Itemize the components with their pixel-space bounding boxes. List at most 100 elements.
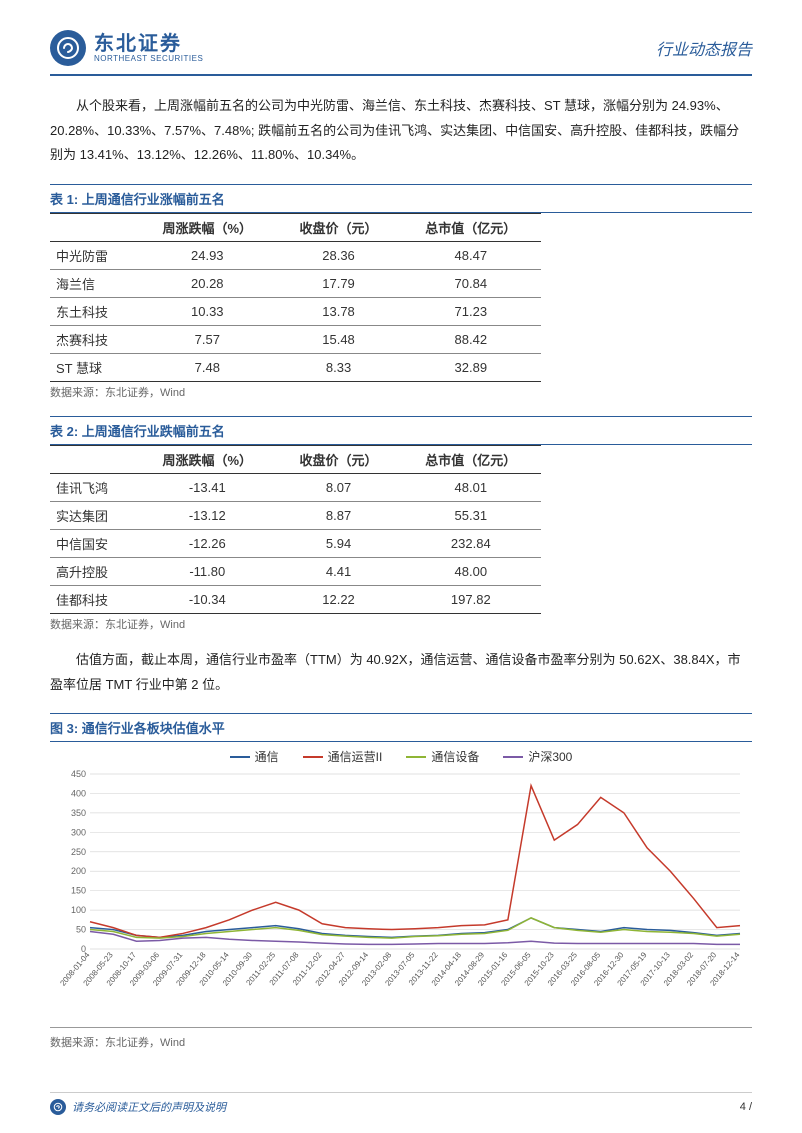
table-cell: 15.48 <box>277 326 400 354</box>
svg-text:100: 100 <box>71 906 86 916</box>
legend-swatch <box>303 756 323 758</box>
table-cell: ST 慧球 <box>50 354 138 382</box>
svg-text:150: 150 <box>71 886 86 896</box>
table-cell: -11.80 <box>138 558 277 586</box>
page-number: 4 / <box>740 1101 752 1113</box>
legend-item: 通信运营II <box>303 748 383 765</box>
svg-text:200: 200 <box>71 867 86 877</box>
table-header: 总市值（亿元） <box>400 214 541 242</box>
table-cell: 中光防雷 <box>50 242 138 270</box>
table2-title: 表 2: 上周通信行业跌幅前五名 <box>50 416 752 445</box>
table1-title: 表 1: 上周通信行业涨幅前五名 <box>50 184 752 213</box>
table-cell: -13.41 <box>138 474 277 502</box>
paragraph-1: 从个股来看，上周涨幅前五名的公司为中光防雷、海兰信、东土科技、杰赛科技、ST 慧… <box>50 94 752 168</box>
legend-item: 通信设备 <box>406 748 479 765</box>
table-row: 东土科技10.3313.7871.23 <box>50 298 541 326</box>
chart-source: 数据来源：东北证券，Wind <box>50 1034 752 1050</box>
table-header: 周涨跌幅（%） <box>138 446 277 474</box>
table-cell: 32.89 <box>400 354 541 382</box>
table-cell: 实达集团 <box>50 502 138 530</box>
table-cell: 8.07 <box>277 474 400 502</box>
table-row: 海兰信20.2817.7970.84 <box>50 270 541 298</box>
page-footer: 请务必阅读正文后的声明及说明 4 / <box>50 1092 752 1115</box>
chart-svg: 0501001502002503003504004502008-01-04200… <box>50 769 750 1019</box>
table1: 周涨跌幅（%）收盘价（元）总市值（亿元） 中光防雷24.9328.3648.47… <box>50 213 541 382</box>
table-cell: 232.84 <box>400 530 541 558</box>
table-cell: 5.94 <box>277 530 400 558</box>
chart-title: 图 3: 通信行业各板块估值水平 <box>50 713 752 742</box>
logo-cn: 东北证券 <box>94 33 203 55</box>
table-cell: 8.87 <box>277 502 400 530</box>
table-cell: -12.26 <box>138 530 277 558</box>
table2-source: 数据来源：东北证券，Wind <box>50 616 752 632</box>
table-cell: 海兰信 <box>50 270 138 298</box>
table-row: 佳讯飞鸿-13.418.0748.01 <box>50 474 541 502</box>
svg-text:250: 250 <box>71 847 86 857</box>
table-row: 高升控股-11.804.4148.00 <box>50 558 541 586</box>
svg-text:50: 50 <box>76 925 86 935</box>
table-cell: 88.42 <box>400 326 541 354</box>
table-cell: 12.22 <box>277 586 400 614</box>
legend-item: 沪深300 <box>503 748 572 765</box>
table-header <box>50 214 138 242</box>
table-row: 佳都科技-10.3412.22197.82 <box>50 586 541 614</box>
legend-item: 通信 <box>230 748 279 765</box>
svg-text:400: 400 <box>71 789 86 799</box>
table-cell: 28.36 <box>277 242 400 270</box>
table-cell: 55.31 <box>400 502 541 530</box>
table-cell: 佳都科技 <box>50 586 138 614</box>
legend-label: 沪深300 <box>528 748 572 765</box>
table-header <box>50 446 138 474</box>
table-cell: -13.12 <box>138 502 277 530</box>
table-cell: 高升控股 <box>50 558 138 586</box>
table-cell: 10.33 <box>138 298 277 326</box>
legend-swatch <box>406 756 426 758</box>
logo-icon <box>50 30 86 66</box>
table-row: 中信国安-12.265.94232.84 <box>50 530 541 558</box>
table-cell: 48.01 <box>400 474 541 502</box>
legend-label: 通信运营II <box>328 748 383 765</box>
doc-type-label: 行业动态报告 <box>656 36 752 60</box>
table-header: 收盘价（元） <box>277 214 400 242</box>
svg-text:300: 300 <box>71 828 86 838</box>
table-cell: 佳讯飞鸿 <box>50 474 138 502</box>
table-cell: 71.23 <box>400 298 541 326</box>
legend-swatch <box>230 756 250 758</box>
page-header: 东北证券 NORTHEAST SECURITIES 行业动态报告 <box>50 30 752 76</box>
svg-text:350: 350 <box>71 808 86 818</box>
legend-swatch <box>503 756 523 758</box>
footer-disclaimer: 请务必阅读正文后的声明及说明 <box>72 1099 226 1115</box>
table-header: 总市值（亿元） <box>400 446 541 474</box>
table-cell: 东土科技 <box>50 298 138 326</box>
table-cell: 中信国安 <box>50 530 138 558</box>
logo-block: 东北证券 NORTHEAST SECURITIES <box>50 30 203 66</box>
table-cell: 7.57 <box>138 326 277 354</box>
table-cell: 48.00 <box>400 558 541 586</box>
table-cell: 20.28 <box>138 270 277 298</box>
table-cell: 197.82 <box>400 586 541 614</box>
legend-label: 通信设备 <box>431 748 479 765</box>
table-cell: 杰赛科技 <box>50 326 138 354</box>
footer-logo-icon <box>50 1099 66 1115</box>
table1-source: 数据来源：东北证券，Wind <box>50 384 752 400</box>
valuation-chart: 通信通信运营II通信设备沪深300 0501001502002503003504… <box>50 748 752 1028</box>
table-cell: -10.34 <box>138 586 277 614</box>
table-cell: 70.84 <box>400 270 541 298</box>
table-row: 杰赛科技7.5715.4888.42 <box>50 326 541 354</box>
table-header: 周涨跌幅（%） <box>138 214 277 242</box>
table-cell: 24.93 <box>138 242 277 270</box>
table-row: ST 慧球7.488.3332.89 <box>50 354 541 382</box>
table-row: 中光防雷24.9328.3648.47 <box>50 242 541 270</box>
table2: 周涨跌幅（%）收盘价（元）总市值（亿元） 佳讯飞鸿-13.418.0748.01… <box>50 445 541 614</box>
table-cell: 7.48 <box>138 354 277 382</box>
table-cell: 8.33 <box>277 354 400 382</box>
table-cell: 48.47 <box>400 242 541 270</box>
svg-text:450: 450 <box>71 769 86 779</box>
paragraph-2: 估值方面，截止本周，通信行业市盈率（TTM）为 40.92X，通信运营、通信设备… <box>50 648 752 697</box>
logo-en: NORTHEAST SECURITIES <box>94 55 203 64</box>
legend-label: 通信 <box>255 748 279 765</box>
table-header: 收盘价（元） <box>277 446 400 474</box>
table-row: 实达集团-13.128.8755.31 <box>50 502 541 530</box>
table-cell: 17.79 <box>277 270 400 298</box>
table-cell: 13.78 <box>277 298 400 326</box>
